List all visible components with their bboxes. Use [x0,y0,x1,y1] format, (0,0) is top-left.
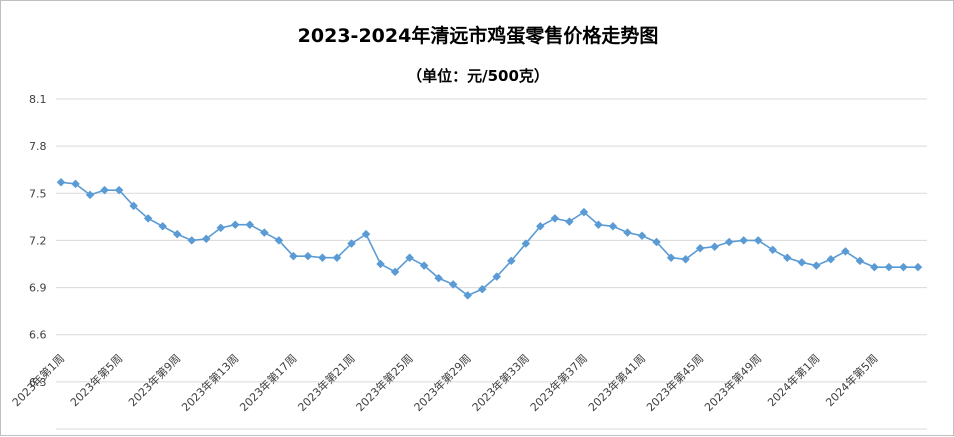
data-point [608,221,618,231]
data-point [870,262,879,272]
data-point [913,262,923,272]
data-point [811,261,821,270]
data-point [71,179,80,189]
x-tick-label: 2023年第21周 [295,351,358,414]
data-point [579,207,589,217]
data-point [143,214,153,223]
data-point [318,253,327,263]
data-point [841,247,850,256]
data-point [695,243,705,253]
x-tick-label: 2024年第5周 [823,351,881,409]
data-point [710,242,719,252]
data-point [565,217,574,226]
data-point [216,223,226,233]
y-tick-label: 7.2 [29,234,47,247]
data-point [724,237,734,247]
data-point [201,234,211,244]
y-tick-label: 6.3 [29,376,47,389]
data-point [637,231,647,241]
x-tick-label: 2023年第9周 [125,351,183,409]
data-point [899,262,908,272]
data-point [361,229,371,239]
chart-title: 2023-2024年清远市鸡蛋零售价格走势图 [297,25,659,47]
data-point [85,190,95,200]
data-point [187,236,197,245]
data-point [289,251,298,261]
data-point [681,254,690,264]
data-point [448,280,458,289]
y-tick-label: 7.5 [29,187,47,200]
y-tick-label: 6.6 [29,329,47,342]
y-tick-label: 7.8 [29,140,47,153]
data-point [114,185,124,195]
data-point [463,291,473,300]
data-point [884,262,894,272]
data-point [303,251,313,261]
data-point [492,272,502,281]
data-point [172,229,182,239]
chart-subtitle: （单位：元/500克） [407,67,549,85]
data-point [158,221,168,231]
data-point [652,237,661,247]
data-point [376,259,385,269]
y-tick-label: 8.1 [29,93,47,106]
data-point [768,245,778,255]
data-point [274,236,284,245]
x-tick-label: 2023年第5周 [67,351,125,409]
x-tick-label: 2023年第17周 [237,351,300,414]
data-point [129,201,138,211]
x-tick-label: 2023年第25周 [353,351,416,414]
data-point [753,236,763,245]
data-point [347,239,356,248]
data-point [521,239,531,248]
x-tick-label: 2023年第49周 [701,351,764,414]
x-tick-label: 2023年第33周 [469,351,532,414]
data-point [666,253,676,263]
data-point [797,258,807,267]
data-point [535,221,545,231]
data-point [245,220,255,230]
data-point [100,185,109,195]
x-tick-label: 2023年第1周 [9,351,67,409]
data-point [56,177,66,187]
data-point [419,261,429,270]
x-tick-label: 2023年第37周 [527,351,590,414]
data-point [826,254,836,264]
data-point [332,253,342,263]
x-tick-label: 2023年第13周 [178,351,241,414]
data-point [550,214,560,223]
x-tick-label: 2023年第29周 [411,351,474,414]
data-point [739,236,749,245]
data-point [434,273,444,283]
data-point [782,253,792,263]
x-tick-label: 2023年第45周 [643,351,706,414]
data-point [855,256,865,266]
y-tick-label: 6.9 [29,282,47,295]
x-tick-label: 2023年第41周 [585,351,648,414]
data-point [594,220,603,230]
data-point [623,228,632,237]
data-point [230,220,240,230]
data-point [506,256,516,266]
x-tick-label: 2024年第1周 [764,351,822,409]
data-point [477,284,487,294]
data-point [405,253,414,263]
data-point [390,267,400,277]
data-point [260,228,269,237]
